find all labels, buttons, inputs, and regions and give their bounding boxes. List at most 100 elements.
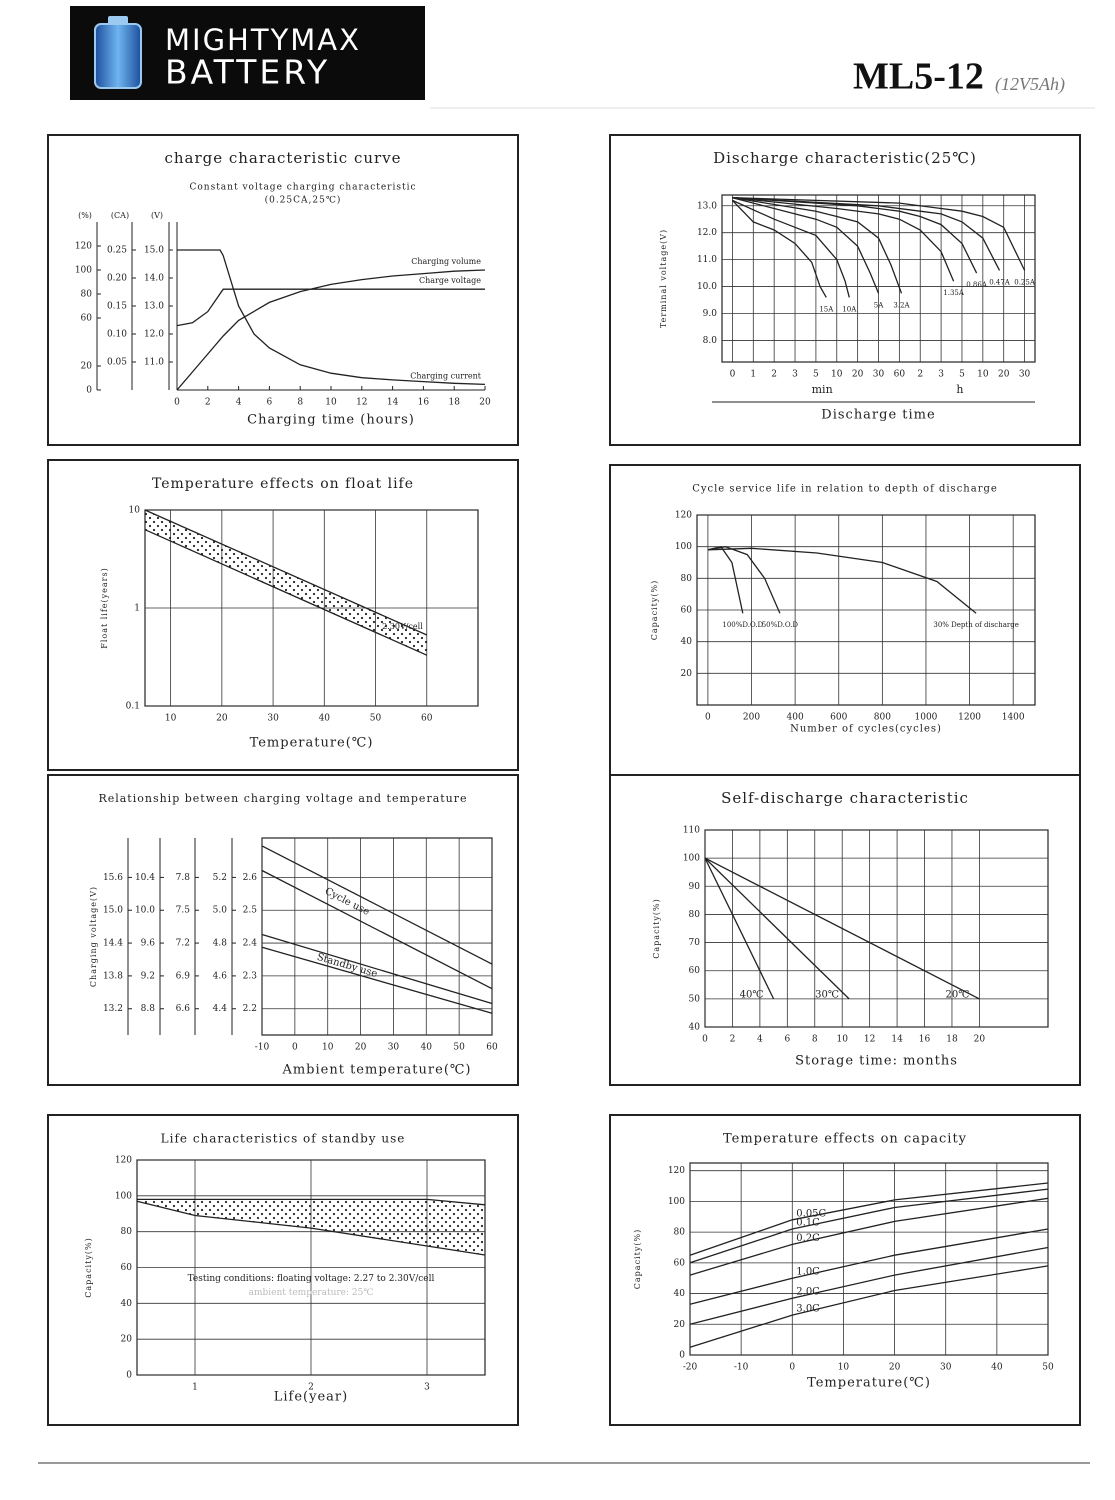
y-tick-label: 14.4 [103, 939, 123, 949]
x-tick-label: 4 [757, 1035, 763, 1045]
curve [689, 1197, 1049, 1276]
chart: Temperature effects on capacity 0 20 40 60 80… [609, 1114, 1081, 1426]
y-tick-label: 80 [674, 1228, 686, 1238]
model: ML5-12 [853, 56, 984, 98]
y-tick-label: 100 [75, 266, 92, 276]
x-tick-label: 10 [838, 1363, 850, 1373]
note: Testing conditions: floating voltage: 2.… [188, 1274, 435, 1284]
y-tick-label: 12.0 [144, 330, 164, 340]
y-tick-label: 60 [674, 1258, 686, 1268]
panel [609, 134, 1081, 446]
series-label: 2.30V/cell [382, 622, 423, 631]
series-label: Charge voltage [419, 276, 481, 285]
y-tick-label: 0.05 [107, 358, 127, 368]
x-tick-label: 10 [322, 1043, 334, 1053]
curve [176, 269, 486, 391]
y-tick-label: 0.20 [107, 274, 127, 284]
x-tick-label: 20 [355, 1043, 367, 1053]
x-axis-label: Storage time: months [795, 1054, 958, 1069]
x-tick-label: 10 [831, 370, 843, 380]
y-tick-label: 15.0 [144, 246, 164, 256]
y-tick-label: 120 [675, 511, 692, 521]
series-label: 0.25A [1014, 278, 1036, 286]
y-tick-label: 2.6 [243, 873, 258, 883]
x-tick-label: 3 [792, 370, 798, 380]
chart: Temperature effects on float life 0.1 1 10 F… [47, 459, 519, 771]
y-tick-label: 9.6 [141, 939, 156, 949]
series-label: 15A [819, 305, 834, 313]
panel [47, 134, 519, 446]
series-label: 0.1C [796, 1218, 820, 1229]
y-tick-label: 13.0 [697, 201, 717, 211]
y-tick-label: 11.0 [697, 255, 717, 265]
y-tick-label: 80 [121, 1227, 133, 1237]
x-tick-label: 40 [991, 1363, 1003, 1373]
series-label: 30℃ [815, 989, 839, 1000]
y-tick-label: 120 [115, 1156, 132, 1166]
band-upper [137, 1198, 486, 1206]
y-tick-label: 7.8 [176, 873, 191, 883]
y-tick-label: 70 [689, 938, 701, 948]
y-tick-label: 13.0 [144, 302, 164, 312]
curve [689, 1228, 1049, 1305]
y-tick-label: 9.2 [141, 971, 155, 981]
series-label: 20℃ [945, 989, 969, 1000]
y-tick-label: 0 [126, 1371, 132, 1381]
model-sub: (12V5Ah) [995, 74, 1065, 95]
y-tick-label: 110 [683, 826, 700, 836]
y-tick-label: 6.6 [176, 1004, 191, 1014]
x-tick-label: 1400 [1002, 713, 1025, 723]
chart-title: Life characteristics of standby use [161, 1132, 406, 1146]
y-tick-label: 5.0 [213, 906, 228, 916]
y-axis-label: Float life(years) [100, 567, 109, 648]
y-tick-label: 2.5 [243, 906, 258, 916]
x-tick-label: 0 [730, 370, 736, 380]
curve [732, 197, 955, 282]
y-tick-label: 1 [134, 604, 140, 614]
x-tick-label: -10 [734, 1363, 749, 1373]
y-tick-label: 0 [679, 1351, 685, 1361]
y-tick-label: 11.0 [144, 358, 164, 368]
series-label: 0.86A [966, 281, 988, 289]
y-tick-label: 20 [674, 1320, 686, 1330]
y-tick-label: 90 [689, 882, 701, 892]
series-label: 40℃ [740, 989, 764, 1000]
chart-title: Cycle service life in relation to depth … [692, 484, 998, 495]
y-tick-label: 50 [689, 994, 701, 1004]
x-tick-label: 3 [938, 370, 944, 380]
chart-title: Relationship between charging voltage an… [98, 792, 467, 805]
x-tick-label: 60 [421, 714, 433, 724]
y-tick-label: 9.0 [703, 309, 718, 319]
x-tick-label: 0 [702, 1035, 708, 1045]
x-axis-label: Temperature(℃) [250, 736, 374, 751]
chart: Discharge characteristic(25℃) 8.0 9.0 10.0 1… [609, 134, 1081, 446]
chart: charge characteristic curve Constant volt… [47, 134, 519, 446]
y-tick-label: 4.4 [213, 1004, 228, 1014]
curve [689, 1265, 1049, 1348]
x-tick-label: 30 [1019, 370, 1031, 380]
x-tick-label: 20 [974, 1035, 986, 1045]
curve [732, 197, 1026, 271]
series-label: 1.0C [796, 1267, 820, 1278]
curve [176, 288, 485, 327]
chart: Cycle service life in relation to depth … [609, 464, 1081, 776]
x-tick-label: 50 [453, 1043, 465, 1053]
brand: MIGHTYMAX [165, 23, 361, 57]
series-label: 0.05C [796, 1208, 826, 1219]
y-tick-label: 120 [75, 242, 92, 252]
x-tick-label: 12 [356, 398, 367, 408]
curve [689, 1246, 1049, 1325]
x-tick-label: 30 [940, 1363, 952, 1373]
y-tick-label: 7.2 [176, 939, 190, 949]
y-axis-unit: (CA) [111, 211, 129, 220]
x-tick-label: 0 [705, 713, 711, 723]
x-tick-label: 10 [325, 398, 337, 408]
series-label: 3.2A [893, 301, 910, 309]
series-label: 5A [874, 301, 884, 309]
chart: Relationship between charging voltage an… [47, 774, 519, 1086]
x-axis-label: Number of cycles(cycles) [790, 724, 942, 735]
y-axis-label: Capacity(%) [652, 898, 661, 958]
band-lower [136, 1200, 486, 1256]
x-tick-label: 0 [292, 1043, 298, 1053]
curve [732, 199, 850, 298]
